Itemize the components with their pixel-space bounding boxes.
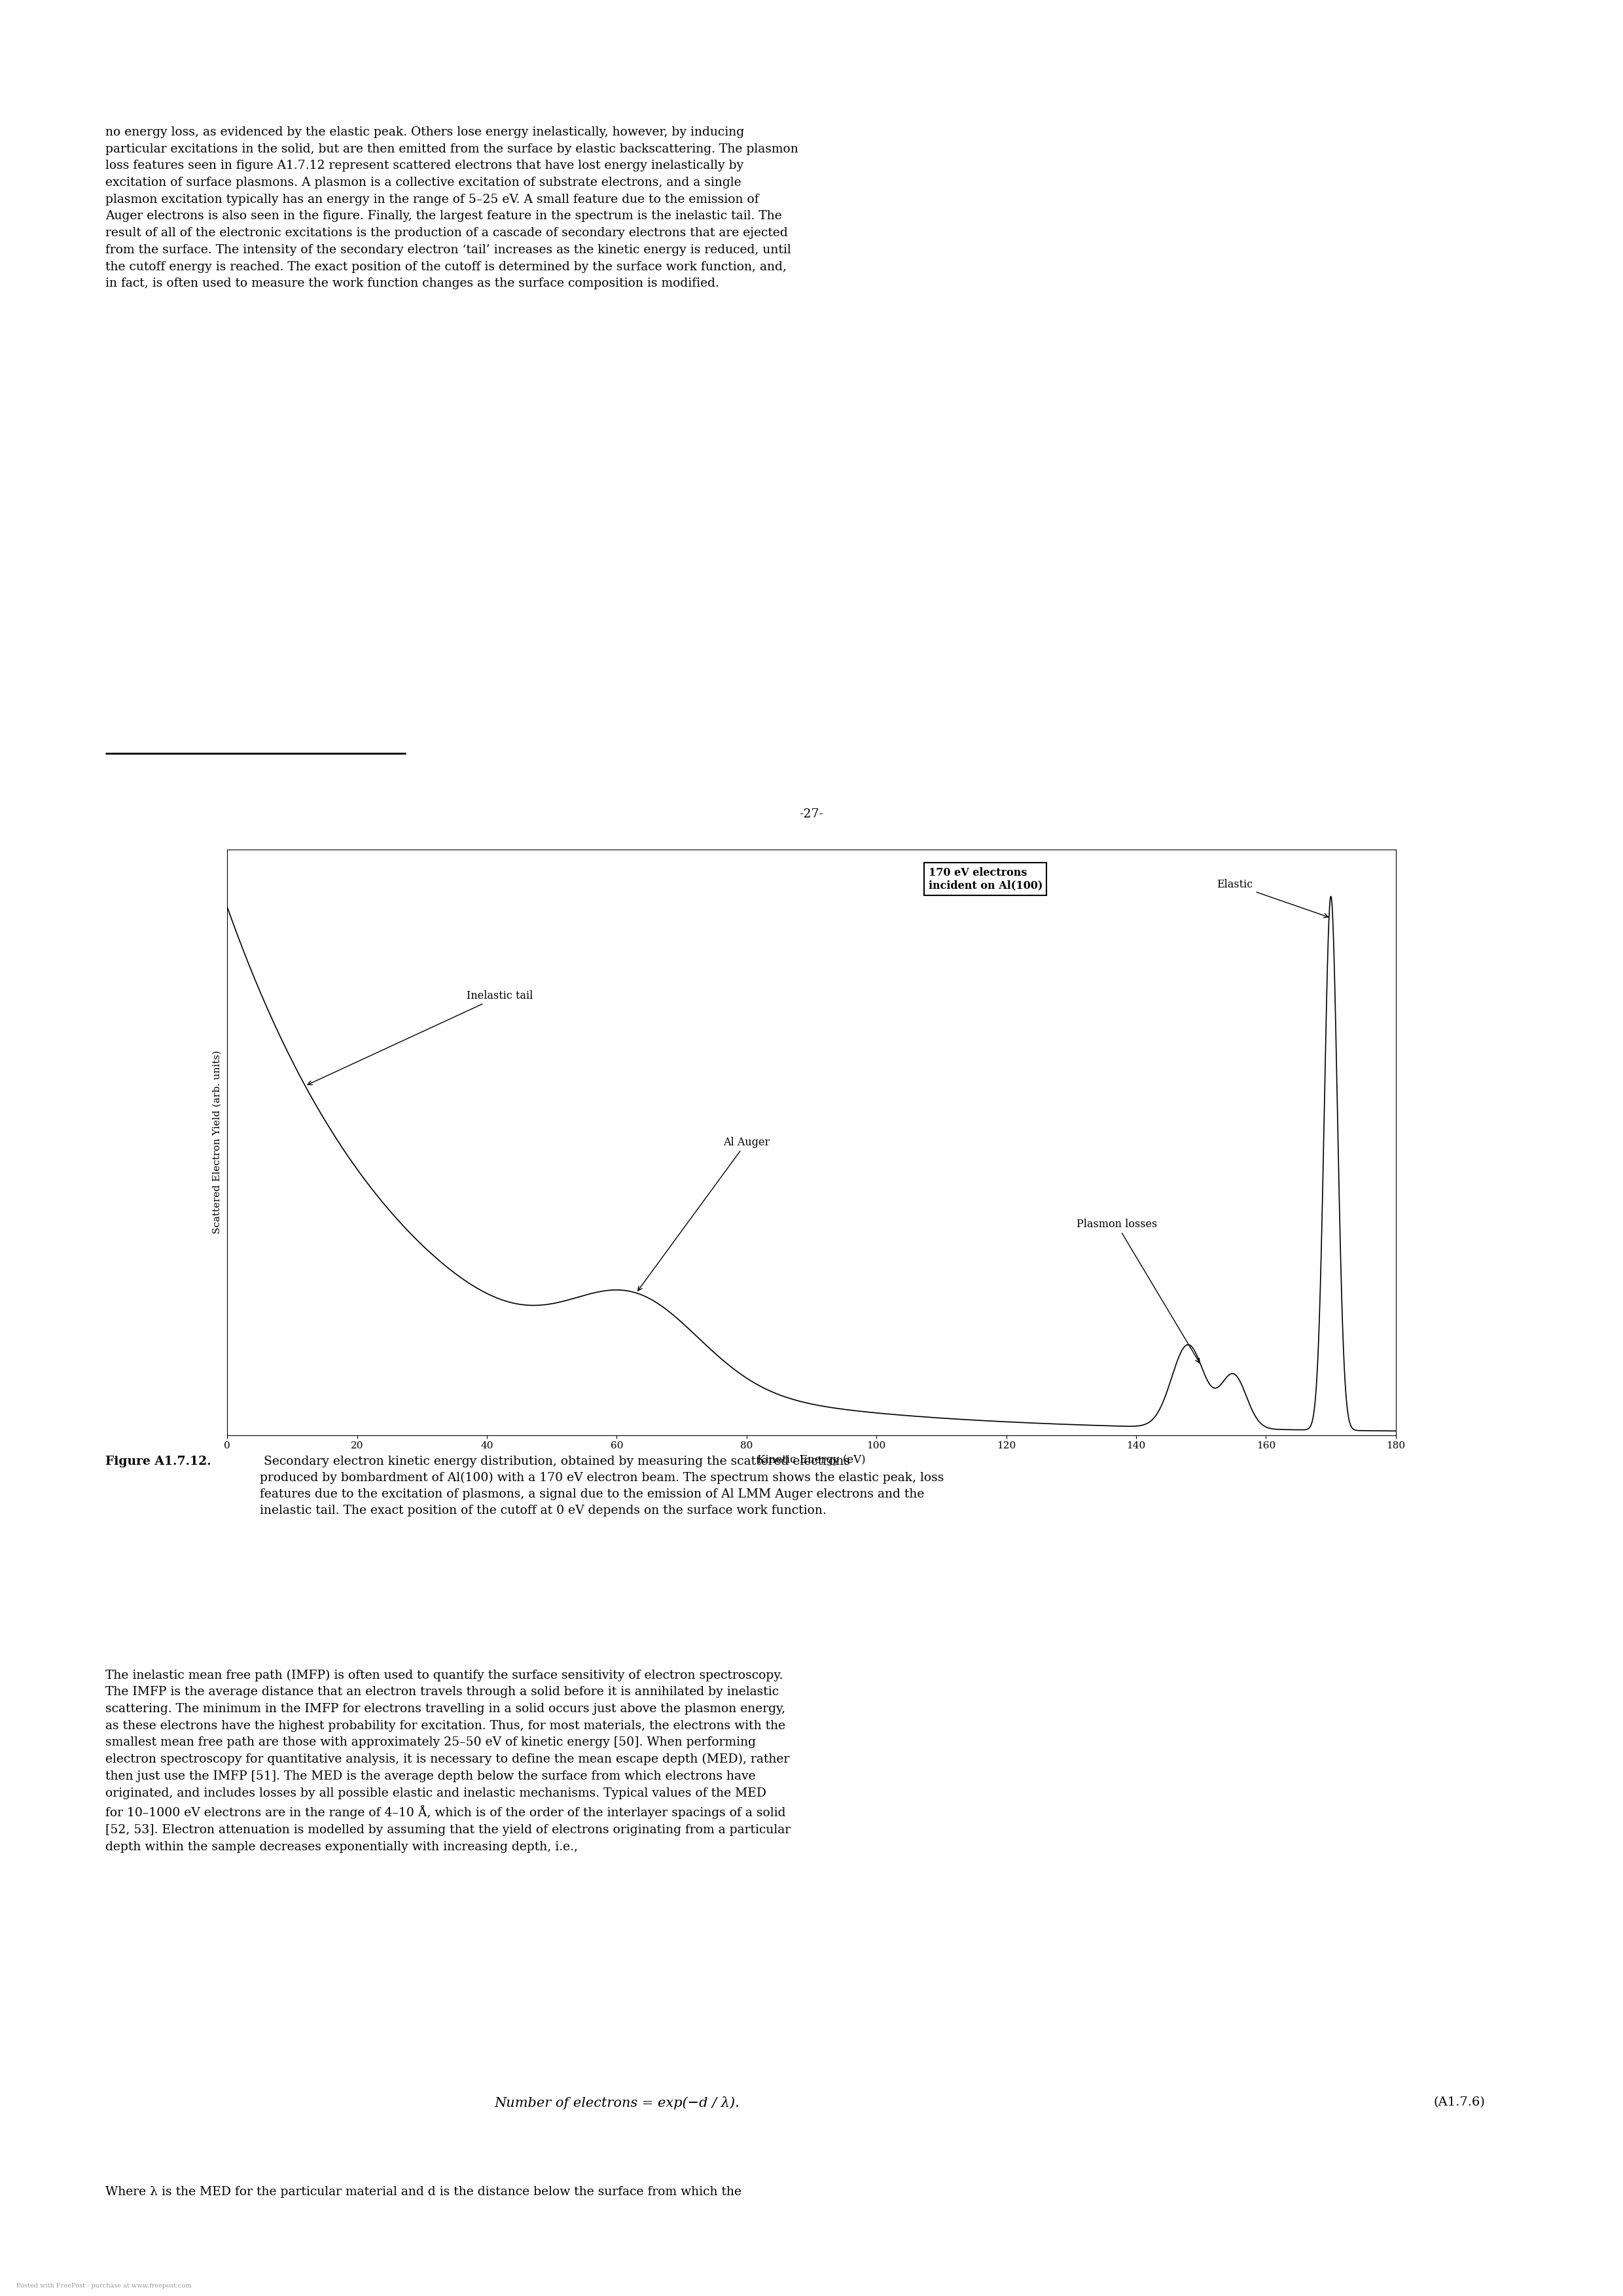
- Text: Secondary electron kinetic energy distribution, obtained by measuring the scatte: Secondary electron kinetic energy distri…: [260, 1456, 945, 1518]
- Text: Elastic: Elastic: [1217, 879, 1328, 918]
- Text: Figure A1.7.12.: Figure A1.7.12.: [105, 1456, 211, 1467]
- X-axis label: Kinetic Energy (eV): Kinetic Energy (eV): [758, 1453, 865, 1465]
- Text: Plasmon losses: Plasmon losses: [1076, 1219, 1199, 1364]
- Text: Where λ is the MED for the particular material and d is the distance below the s: Where λ is the MED for the particular ma…: [105, 2186, 742, 2197]
- Text: -27-: -27-: [800, 808, 823, 820]
- Text: Inelastic tail: Inelastic tail: [308, 990, 532, 1084]
- Text: no energy loss, as evidenced by the elastic peak. Others lose energy inelastical: no energy loss, as evidenced by the elas…: [105, 126, 799, 289]
- Y-axis label: Scattered Electron Yield (arb. units): Scattered Electron Yield (arb. units): [213, 1052, 222, 1233]
- Text: (A1.7.6): (A1.7.6): [1433, 2096, 1485, 2108]
- Text: The inelastic mean free path (IMFP) is often used to quantify the surface sensit: The inelastic mean free path (IMFP) is o…: [105, 1669, 790, 1853]
- Text: Posted with FreePost - purchase at www.freepost.com: Posted with FreePost - purchase at www.f…: [16, 2282, 192, 2289]
- Text: Al Auger: Al Auger: [638, 1137, 769, 1290]
- Text: Number of electrons = exp(−d / λ).: Number of electrons = exp(−d / λ).: [493, 2096, 740, 2110]
- Text: 170 eV electrons
incident on Al(100): 170 eV electrons incident on Al(100): [928, 868, 1042, 891]
